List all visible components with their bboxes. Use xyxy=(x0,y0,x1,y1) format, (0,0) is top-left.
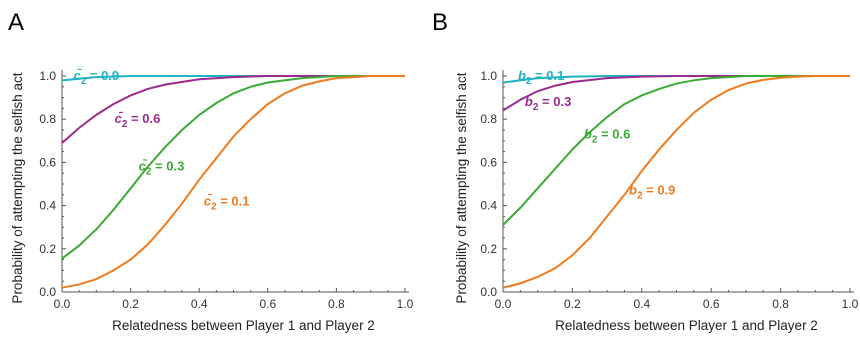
series-label-subscript: 2 xyxy=(81,76,87,87)
y-tick-label: 0.4 xyxy=(39,199,56,213)
y-tick-label: 0.0 xyxy=(480,285,497,299)
series-line xyxy=(61,75,405,260)
series-label: c̄2 = 0.1 xyxy=(204,193,250,212)
y-tick-label: 1.0 xyxy=(39,69,56,83)
series-label: c̄2 = 0.6 xyxy=(115,111,161,130)
y-axis-title: Probability of attempting the selfish ac… xyxy=(454,72,469,303)
y-tick-label: 0.8 xyxy=(480,112,497,126)
series-label-symbol: b xyxy=(525,94,533,109)
y-tick-label: 0.2 xyxy=(480,242,497,256)
series-label-symbol: c̄ xyxy=(73,68,82,83)
x-tick-label: 0.0 xyxy=(495,297,512,311)
series-label-symbol: b xyxy=(629,182,637,197)
series-label-subscript: 2 xyxy=(592,134,598,145)
series-label-symbol: c̄ xyxy=(139,159,148,174)
series-label-symbol: b xyxy=(584,126,592,141)
series-line xyxy=(61,75,405,289)
series-label-subscript: 2 xyxy=(533,102,539,113)
series-label-subscript: 2 xyxy=(637,190,643,201)
series-label-value: = 0.3 xyxy=(538,94,571,109)
x-tick-label: 0.4 xyxy=(633,297,650,311)
x-tick-label: 0.6 xyxy=(703,297,720,311)
series-label-value: = 0.1 xyxy=(217,193,250,208)
series-label: c̄2 = 0.3 xyxy=(139,159,185,178)
x-tick-label: 0.2 xyxy=(122,297,139,311)
x-tick-label: 1.0 xyxy=(842,297,859,311)
y-tick-label: 0.6 xyxy=(39,155,56,169)
series-label-value: = 0.3 xyxy=(151,159,184,174)
series-line xyxy=(61,75,405,144)
series-label-value: = 0.9 xyxy=(643,182,676,197)
series-label: c̄2 = 0.9 xyxy=(73,68,119,87)
x-tick-label: 0.2 xyxy=(564,297,581,311)
y-tick-label: 1.0 xyxy=(480,69,497,83)
x-axis-title: Relatedness between Player 1 and Player … xyxy=(555,318,818,333)
series-line xyxy=(502,75,850,289)
series-label: b2 = 0.3 xyxy=(525,94,571,113)
y-tick-label: 0.6 xyxy=(480,155,497,169)
y-tick-label: 0.0 xyxy=(39,285,56,299)
x-tick-label: 1.0 xyxy=(397,297,414,311)
x-tick-label: 0.4 xyxy=(191,297,208,311)
series-label-symbol: c̄ xyxy=(115,111,124,126)
series-label-value: = 0.6 xyxy=(127,111,160,126)
series-label-value: = 0.6 xyxy=(597,126,630,141)
series-label-subscript: 2 xyxy=(526,76,532,87)
series-label: b2 = 0.1 xyxy=(518,68,564,87)
x-tick-label: 0.6 xyxy=(259,297,276,311)
series-label-subscript: 2 xyxy=(122,119,128,130)
panel-letter: A xyxy=(8,9,24,36)
y-tick-label: 0.8 xyxy=(39,112,56,126)
series-line xyxy=(502,75,850,226)
series-label-subscript: 2 xyxy=(211,201,217,212)
x-tick-label: 0.8 xyxy=(328,297,345,311)
series-label-symbol: c̄ xyxy=(204,193,213,208)
panel-letter: B xyxy=(432,9,448,36)
series-label-value: = 0.9 xyxy=(86,68,119,83)
y-axis-title: Probability of attempting the selfish ac… xyxy=(10,72,25,303)
y-tick-label: 0.2 xyxy=(39,242,56,256)
panel-a: A 0.0 0.2 0.4 0.6 0.8 1.0 0.0 0.2 0.4 0.6 0.8 1.0 Rel… xyxy=(8,9,414,333)
series-label: b2 = 0.9 xyxy=(629,182,675,201)
series-label-symbol: b xyxy=(518,68,526,83)
series-label: b2 = 0.6 xyxy=(584,126,630,145)
x-axis-title: Relatedness between Player 1 and Player … xyxy=(112,318,375,333)
series-label-subscript: 2 xyxy=(146,167,152,178)
y-tick-label: 0.4 xyxy=(480,199,497,213)
x-tick-label: 0.8 xyxy=(772,297,789,311)
x-tick-label: 0.0 xyxy=(54,297,71,311)
series-label-value: = 0.1 xyxy=(531,68,564,83)
panel-b: B 0.0 0.2 0.4 0.6 0.8 1.0 0.0 0.2 0.4 0.6 0.8 1.0 Rel… xyxy=(432,9,859,333)
